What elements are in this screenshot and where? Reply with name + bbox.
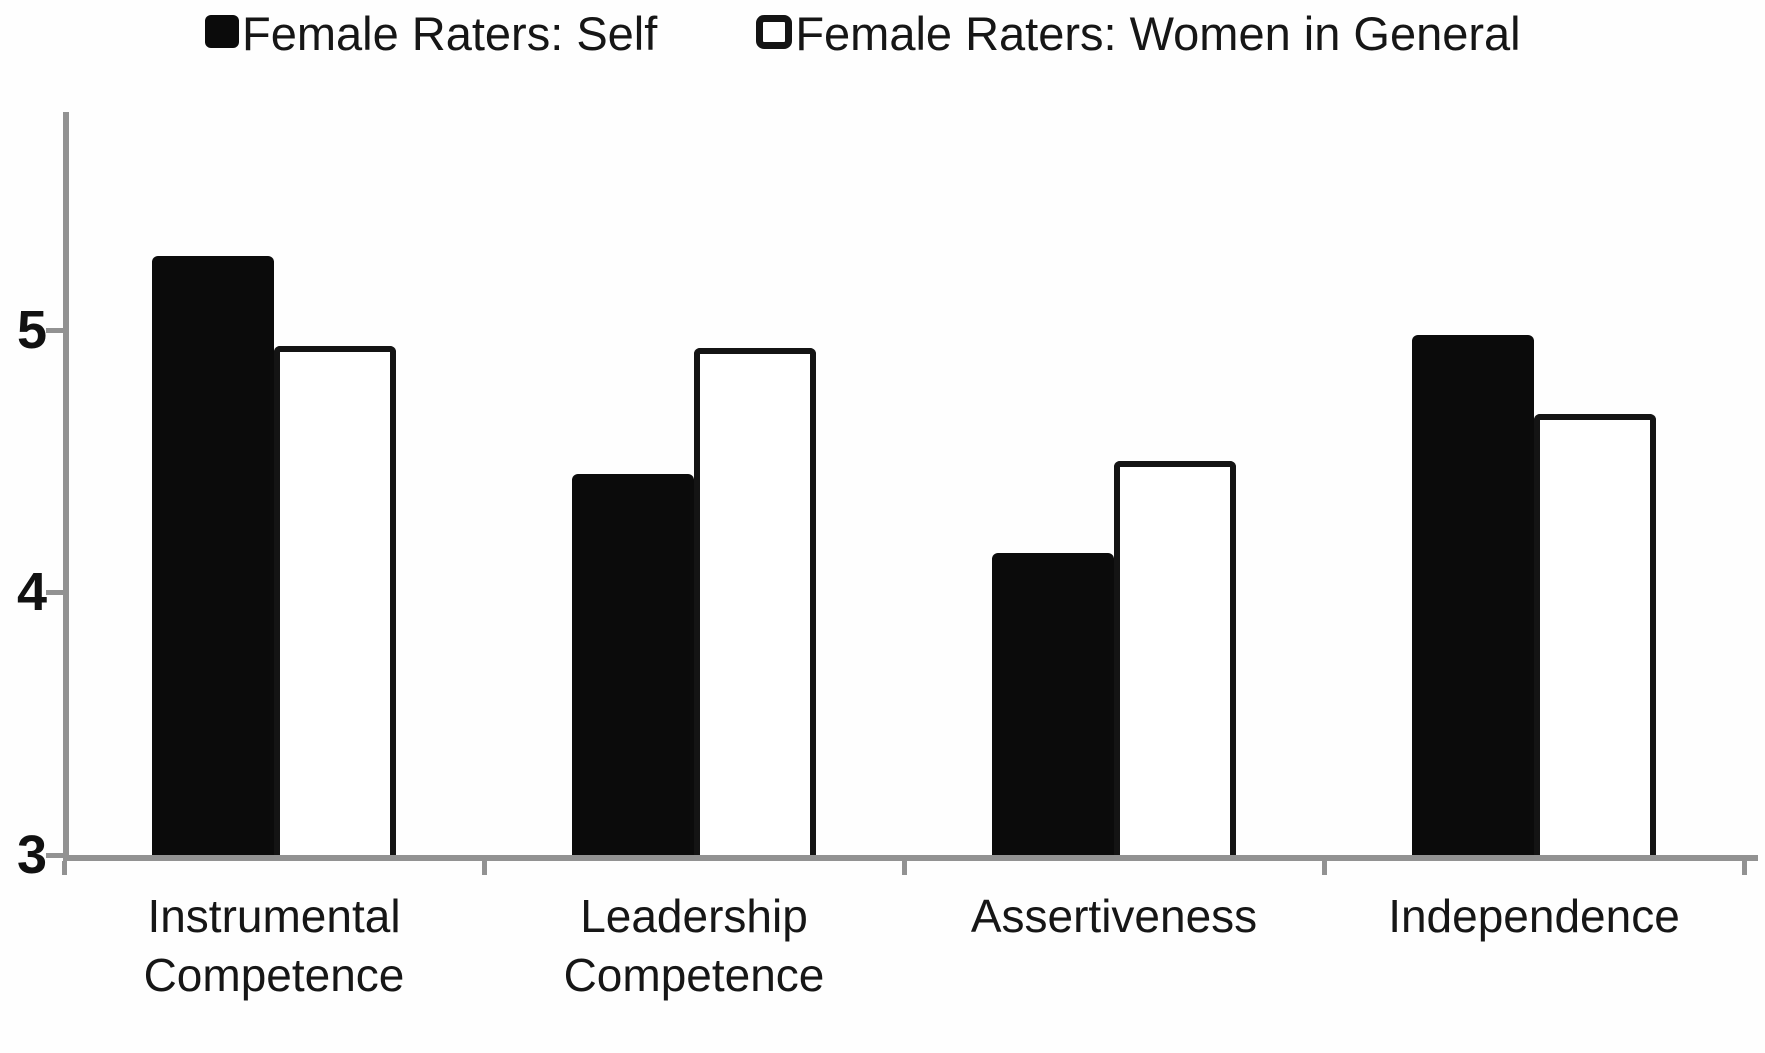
legend: Female Raters: Self Female Raters: Women…: [205, 6, 1521, 62]
x-tick-mark: [482, 861, 487, 875]
x-category-label: Assertiveness: [970, 890, 1258, 942]
bar-series0-cat2: [992, 553, 1114, 855]
x-category-label: Independence: [1388, 890, 1680, 942]
y-tick-mark: [46, 327, 63, 333]
x-tick-mark: [62, 861, 67, 875]
x-tick-mark: [902, 861, 907, 875]
bar-series1-cat2: [1114, 461, 1236, 855]
y-tick-label: 3: [16, 825, 47, 885]
legend-item-women-in-general: Female Raters: Women in General: [756, 6, 1521, 62]
legend-label-women-in-general: Female Raters: Women in General: [795, 7, 1521, 60]
bar-series0-cat3: [1412, 335, 1534, 855]
bar-series1-cat3: [1534, 414, 1656, 855]
y-tick-mark: [46, 590, 63, 596]
bar-series0-cat1: [572, 474, 694, 855]
bar-series1-cat1: [694, 348, 816, 855]
x-tick-mark: [1322, 861, 1327, 875]
legend-label-self: Female Raters: Self: [242, 7, 658, 60]
x-tick-mark: [1742, 861, 1747, 875]
x-category-label: Instrumental Competence: [143, 890, 405, 1001]
legend-swatch-black-square-icon: [205, 15, 239, 48]
plot-area: 3 4 5 Instrumental Competence Leadership Com…: [17, 112, 1758, 1001]
y-tick-mark: [46, 853, 63, 858]
bar-series0-cat0: [152, 256, 274, 855]
y-tick-label: 4: [16, 562, 47, 623]
legend-item-self: Female Raters: Self: [205, 6, 657, 62]
x-category-label: Leadership Competence: [563, 890, 825, 1001]
bar-series1-cat0: [274, 346, 396, 855]
legend-swatch-white-square-icon: [756, 15, 793, 49]
y-tick-label: 5: [16, 299, 47, 360]
